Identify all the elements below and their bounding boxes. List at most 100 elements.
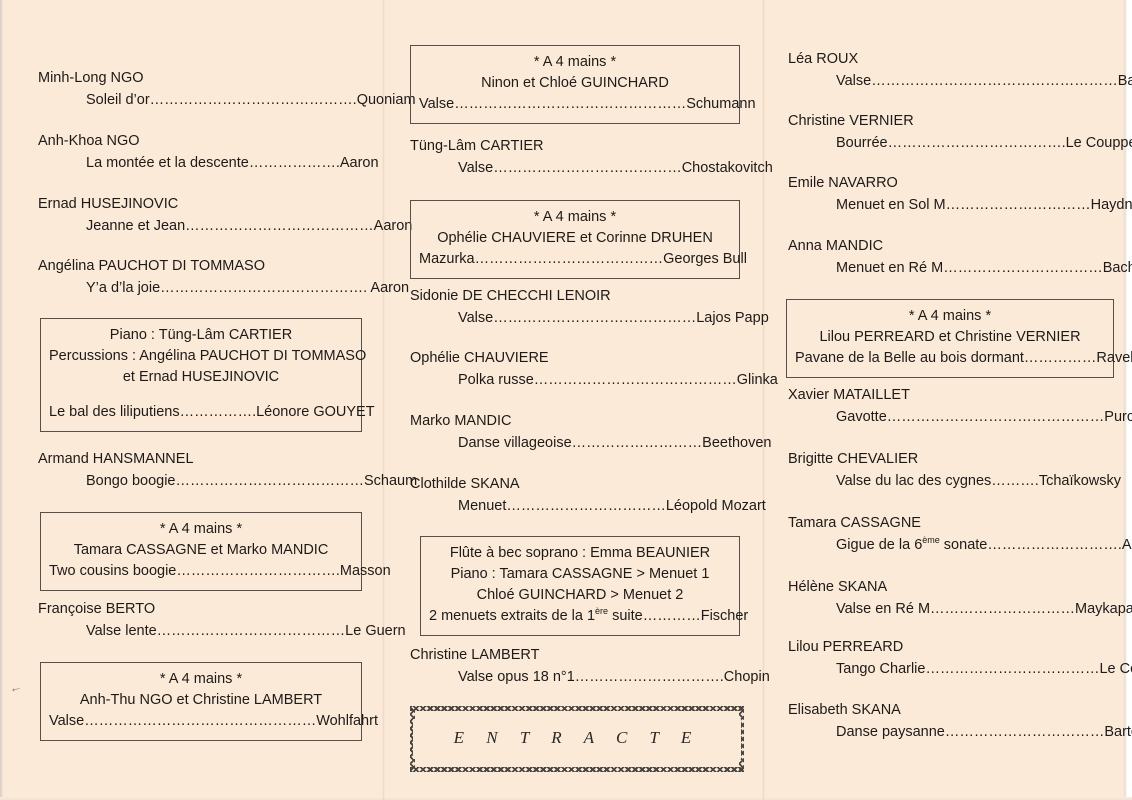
- piece-line: Valse lente…………………………………Le Guern: [86, 623, 406, 639]
- box-line: * A 4 mains *: [159, 521, 243, 537]
- box-line: Ninon et Chloé GUINCHARD: [481, 75, 669, 91]
- box-line: * A 4 mains *: [533, 54, 617, 70]
- box-line: Valse…………………………………………Wohlfahrt: [49, 713, 378, 729]
- performer-name: Clothilde SKANA: [410, 476, 520, 492]
- box-line: Chloé GUINCHARD > Menuet 2: [476, 587, 684, 603]
- performer-name: Xavier MATAILLET: [788, 387, 910, 403]
- piece-line: Polka russe……………………………………Glinka: [458, 372, 778, 388]
- program-entry: Emile NAVARRO Menuet en Sol M…………………………Ha…: [788, 175, 1132, 214]
- box-line: Piano : Tamara CASSAGNE > Menuet 1: [450, 566, 710, 582]
- ordinal-suffix: ème: [922, 535, 940, 546]
- ensemble-box: * A 4 mains * Ninon et Chloé GUINCHARD Val…: [410, 45, 756, 124]
- piece-line: Soleil d’or…………………………………….Quoniam: [86, 92, 416, 108]
- program-column-2: * A 4 mains * Ninon et Chloé GUINCHARD Val…: [410, 0, 778, 800]
- box-line: Lilou PERREARD et Christine VERNIER: [819, 329, 1081, 345]
- piece-line: La montée et la descente……………….Aaron: [86, 155, 379, 171]
- piece-line: Menuet en Sol M…………………………Haydn: [836, 197, 1132, 213]
- ensemble-box: * A 4 mains * Anh-Thu NGO et Christine LA…: [40, 662, 378, 741]
- piece-line: Valse en Ré M…………………………Maykapar: [836, 601, 1132, 617]
- paper-right-edge: [1123, 0, 1132, 800]
- program-entry: Léa ROUX Valse……………………………………………Bartok: [788, 51, 1132, 90]
- ordinal-suffix: ère: [595, 606, 609, 617]
- program-column-3: Léa ROUX Valse……………………………………………Bartok Chri…: [786, 0, 1132, 800]
- paper-left-edge: [0, 0, 4, 800]
- performer-name: Elisabeth SKANA: [788, 702, 901, 718]
- box-piece-line: Le bal des liliputiens…………….Léonore GOUY…: [49, 404, 375, 420]
- box-line: Ophélie CHAUVIERE et Corinne DRUHEN: [437, 230, 713, 246]
- performer-name: Lilou PERREARD: [788, 639, 904, 655]
- performer-name: Ophélie CHAUVIERE: [410, 350, 549, 366]
- piece-line: Menuet en Ré M……………………………Bach: [836, 260, 1132, 276]
- piece-line: Valse……………………………………Lajos Papp: [458, 310, 769, 326]
- performer-name: Anh-Khoa NGO: [38, 133, 140, 149]
- program-entry: Tüng-Lâm CARTIER Valse…………………………………Chosta…: [410, 138, 773, 177]
- ensemble-box: * A 4 mains * Lilou PERREARD et Christine…: [786, 299, 1132, 378]
- performer-name: Hélène SKANA: [788, 579, 888, 595]
- performer-name: Anna MANDIC: [788, 238, 884, 254]
- program-entry: Anna MANDIC Menuet en Ré M……………………………Bach: [788, 238, 1132, 277]
- piece-line: Tango Charlie………………………………Le Coz: [836, 661, 1132, 677]
- piece-line: Gavotte………………………………………Purcell: [836, 409, 1132, 425]
- piece-line: Valse opus 18 n°1………………………….Chopin: [458, 669, 770, 685]
- piece-line: Bongo boogie…………………………………Schaum: [86, 473, 418, 489]
- piece-line: Jeanne et Jean…………………………………Aaron: [86, 218, 413, 234]
- box-line: Percussions : Angélina PAUCHOT DI TOMMAS…: [49, 348, 367, 364]
- program-entry: Clothilde SKANA Menuet……………………………Léopold …: [410, 476, 766, 515]
- box-line: Flûte à bec soprano : Emma BEAUNIER: [449, 545, 711, 561]
- performer-name: Christine VERNIER: [788, 113, 914, 129]
- program-entry: Christine LAMBERT Valse opus 18 n°1…………………: [410, 647, 770, 686]
- box-line: * A 4 mains *: [908, 308, 992, 324]
- piece-line: Y’a d’la joie……………………………………. Aaron: [86, 280, 410, 296]
- paper-bottom-edge: [0, 797, 1132, 800]
- ensemble-box: * A 4 mains * Tamara CASSAGNE et Marko MA…: [40, 512, 391, 591]
- box-line: Tamara CASSAGNE et Marko MANDIC: [73, 542, 329, 558]
- performer-name: Sidonie DE CHECCHI LENOIR: [410, 288, 611, 304]
- box-line: Mazurka…………………………………Georges Bull: [419, 251, 747, 267]
- program-entry: Marko MANDIC Danse villageoise………………………Be…: [410, 413, 772, 452]
- flute-ensemble-box: Flûte à bec soprano : Emma BEAUNIER Piano…: [420, 536, 749, 636]
- program-entry: Anh-Khoa NGO La montée et la descente……………: [38, 133, 379, 172]
- performer-name: Marko MANDIC: [410, 413, 512, 429]
- program-entry: Ernad HUSEJINOVIC Jeanne et Jean…………………………: [38, 196, 413, 235]
- piece-line: Gigue de la 6ème sonate……………………….Arné: [836, 535, 1132, 553]
- program-entry: Christine VERNIER Bourrée……………………………….Le …: [788, 113, 1132, 152]
- program-entry: Xavier MATAILLET Gavotte………………………………………Pu…: [788, 387, 1132, 426]
- piece-line: Danse paysanne……………………………Bartok: [836, 724, 1132, 740]
- piece-line: Valse……………………………………………Bartok: [836, 73, 1132, 89]
- fold-line-left: [382, 0, 385, 800]
- program-entry: Hélène SKANA Valse en Ré M…………………………Mayka…: [788, 579, 1132, 618]
- program-entry: Armand HANSMANNEL Bongo boogie………………………………: [38, 451, 418, 490]
- box-line: Anh-Thu NGO et Christine LAMBERT: [79, 692, 323, 708]
- program-column-1: Minh-Long NGO Soleil d’or…………………………………….Q…: [38, 0, 418, 800]
- performer-name: Christine LAMBERT: [410, 647, 540, 663]
- performer-name: Ernad HUSEJINOVIC: [38, 196, 179, 212]
- program-entry: Lilou PERREARD Tango Charlie………………………………L…: [788, 639, 1132, 678]
- piece-line: Bourrée……………………………….Le Couppey: [836, 135, 1132, 151]
- box-piece-line: 2 menuets extraits de la 1ère suite…………F…: [429, 606, 749, 624]
- ensemble-box: Piano : Tüng-Lâm CARTIER Percussions : An…: [40, 318, 375, 432]
- performer-name: Tüng-Lâm CARTIER: [410, 138, 544, 154]
- program-entry: Françoise BERTO Valse lente…………………………………L…: [38, 601, 406, 640]
- performer-name: Françoise BERTO: [38, 601, 156, 617]
- box-line: * A 4 mains *: [159, 671, 243, 687]
- piece-line: Valse du lac des cygnes……….Tchaïkowsky: [836, 473, 1122, 489]
- performer-name: Minh-Long NGO: [38, 70, 144, 86]
- ensemble-box: * A 4 mains * Ophélie CHAUVIERE et Corinn…: [410, 200, 747, 279]
- program-entry: Angélina PAUCHOT DI TOMMASO Y’a d’la joie…: [38, 258, 410, 297]
- box-line: Two cousins boogie…………………………….Masson: [49, 563, 391, 579]
- piece-line: Danse villageoise………………………Beethoven: [458, 435, 772, 451]
- box-line: * A 4 mains *: [533, 209, 617, 225]
- program-entry: Ophélie CHAUVIERE Polka russe…………………………………: [410, 350, 778, 389]
- entracte-label: E N T R A C T E: [453, 728, 701, 747]
- performer-name: Brigitte CHEVALIER: [788, 451, 919, 467]
- entracte-box: E N T R A C T E: [410, 706, 744, 772]
- entracte-inner: E N T R A C T E: [413, 719, 741, 759]
- program-entry: Elisabeth SKANA Danse paysanne………………………………: [788, 702, 1132, 741]
- piece-line: Menuet……………………………Léopold Mozart: [458, 498, 766, 514]
- performer-name: Angélina PAUCHOT DI TOMMASO: [38, 258, 265, 274]
- fold-line-right: [762, 0, 765, 800]
- piece-line: Valse…………………………………Chostakovitch: [458, 160, 773, 176]
- program-entry: Brigitte CHEVALIER Valse du lac des cygne…: [788, 451, 1122, 490]
- box-line: Pavane de la Belle au bois dormant……………R…: [795, 350, 1132, 366]
